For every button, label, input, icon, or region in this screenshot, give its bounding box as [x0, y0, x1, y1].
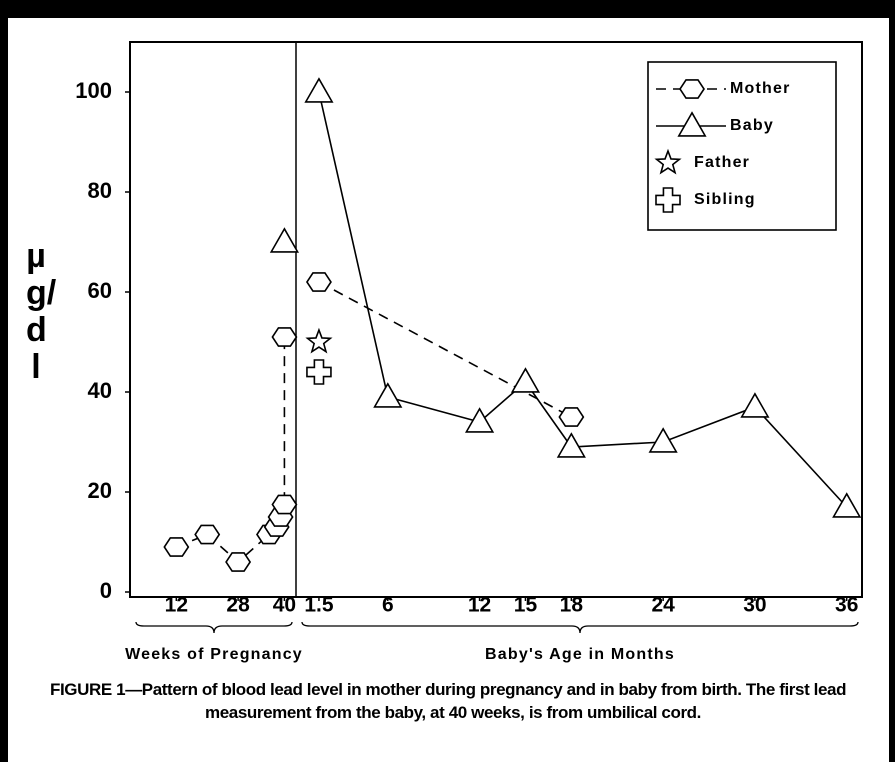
legend-label: Baby — [730, 117, 774, 134]
y-tick-label: 100 — [75, 78, 112, 103]
legend-marker — [679, 79, 705, 99]
group-brace — [301, 621, 859, 634]
y-tick-label: 20 — [88, 478, 112, 503]
marker — [556, 432, 586, 458]
marker — [306, 359, 332, 385]
x-tick-label: 24 — [651, 594, 675, 617]
legend-marker — [655, 187, 681, 213]
group-brace — [135, 621, 293, 634]
marker — [271, 494, 298, 515]
marker — [373, 382, 403, 408]
x-tick-label: 15 — [514, 594, 538, 617]
plot-frame — [129, 41, 863, 598]
marker — [225, 552, 252, 572]
y-axis-label: µg/dl — [26, 237, 57, 386]
marker — [194, 524, 221, 545]
marker — [740, 392, 770, 418]
marker — [269, 227, 299, 253]
x-axis-label: Baby's Age in Months — [485, 646, 675, 663]
marker — [510, 367, 541, 393]
marker — [304, 77, 334, 103]
series-line — [318, 281, 572, 418]
x-tick-label: 12 — [468, 594, 491, 617]
x-axis-label: Weeks of Pregnancy — [125, 646, 303, 663]
x-tick-label: 12 — [165, 594, 188, 617]
marker — [163, 537, 190, 557]
series-line — [318, 91, 848, 508]
marker — [558, 407, 585, 427]
marker — [305, 272, 332, 292]
x-tick-label: 28 — [226, 594, 250, 617]
marker — [832, 492, 862, 518]
legend-label: Mother — [730, 80, 791, 97]
x-tick-label: 6 — [382, 594, 394, 617]
marker — [648, 427, 678, 453]
y-tick-label: 60 — [88, 278, 112, 303]
marker — [305, 327, 333, 354]
x-tick-label: 36 — [835, 594, 858, 617]
caption: FIGURE 1—Pattern of blood lead level in … — [50, 680, 847, 722]
x-tick-label: 30 — [743, 594, 766, 617]
legend-marker — [654, 148, 682, 175]
legend-box — [647, 61, 837, 231]
x-tick-label: 18 — [560, 594, 584, 617]
legend-label: Father — [694, 154, 750, 171]
y-tick-label: 80 — [88, 178, 112, 203]
marker — [464, 407, 495, 433]
y-tick-label: 40 — [88, 378, 112, 403]
x-tick-label: 40 — [273, 594, 296, 617]
y-tick-label: 0 — [100, 578, 112, 603]
legend-label: Sibling — [694, 191, 756, 208]
marker — [271, 327, 298, 347]
legend-marker — [677, 111, 707, 137]
x-tick-label: 1.5 — [304, 594, 334, 617]
